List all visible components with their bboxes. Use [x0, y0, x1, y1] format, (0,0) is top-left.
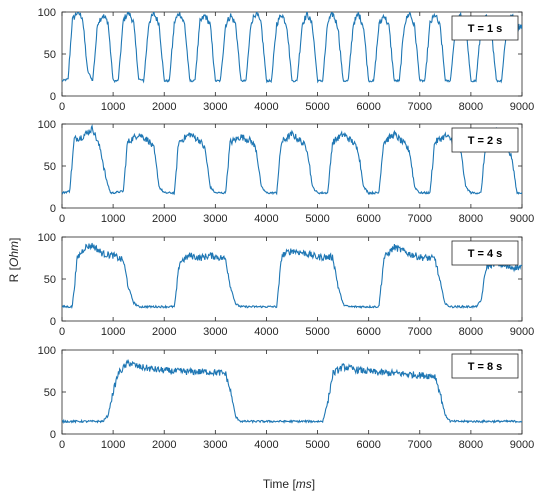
labels-layer: R [Ohm] Time [ms] — [7, 238, 315, 491]
x-tick-label: 4000 — [254, 213, 278, 225]
panel-label-box — [451, 127, 519, 153]
panel-2: 0 1000 2000 3000 4000 5000 6000 7000 8000 9000 0 50… — [38, 119, 535, 225]
x-tick-label: 2000 — [152, 101, 176, 113]
x-axis-label: Time [ms] — [263, 477, 315, 491]
x-tick-label: 4000 — [254, 101, 278, 113]
y-axis-label-text: R — [7, 273, 21, 282]
y-tick-label: 100 — [38, 119, 56, 131]
x-tick-label: 6000 — [356, 101, 380, 113]
panel-label-box — [451, 15, 519, 41]
x-tick-label: 6000 — [356, 439, 380, 451]
x-tick-label: 3000 — [203, 326, 227, 338]
x-tick-label: 8000 — [459, 439, 483, 451]
x-tick-label: 4000 — [254, 439, 278, 451]
panels-layer: 0 1000 2000 3000 4000 5000 6000 7000 8000 9000050… — [38, 7, 535, 451]
x-tick-label: 8000 — [459, 326, 483, 338]
x-tick-label: 7000 — [408, 326, 432, 338]
x-tick-label: 6000 — [356, 213, 380, 225]
x-tick-label: 0 — [59, 101, 65, 113]
y-tick-label: 100 — [38, 7, 56, 19]
y-axis-label-unit: Ohm — [7, 241, 21, 267]
y-tick-label: 0 — [50, 316, 56, 328]
x-tick-label: 3000 — [203, 213, 227, 225]
series-line — [62, 12, 522, 84]
x-tick-label: 9000 — [510, 101, 534, 113]
x-tick-label: 8000 — [459, 213, 483, 225]
x-tick-label: 3000 — [203, 101, 227, 113]
x-tick-label: 1000 — [101, 101, 125, 113]
panel-label: T = 1 s — [468, 23, 503, 35]
y-tick-label: 0 — [50, 429, 56, 441]
y-tick-label: 50 — [44, 274, 56, 286]
y-tick-label: 50 — [44, 387, 56, 399]
y-tick-label: 50 — [44, 161, 56, 173]
panel-3: 0 1000 2000 3000 4000 5000 6000 7000 8000 9000 0 50… — [38, 232, 535, 338]
x-tick-label: 5000 — [305, 101, 329, 113]
x-tick-label: 2000 — [152, 213, 176, 225]
x-tick-label: 7000 — [408, 101, 432, 113]
x-tick-label: 7000 — [408, 213, 432, 225]
series-line — [62, 242, 522, 310]
x-tick-label: 8000 — [459, 101, 483, 113]
y-axis-label: R [Ohm] — [7, 238, 21, 283]
panel-label: T = 4 s — [468, 248, 503, 260]
series-line — [62, 359, 522, 424]
y-tick-label: 100 — [38, 232, 56, 244]
x-axis-label-unit: ms — [296, 477, 312, 491]
x-tick-label: 2000 — [152, 326, 176, 338]
x-tick-label: 9000 — [510, 326, 534, 338]
y-tick-label: 0 — [50, 91, 56, 103]
y-tick-label: 50 — [44, 49, 56, 61]
x-axis-label-text: Time — [263, 477, 290, 491]
x-tick-label: 1000 — [101, 213, 125, 225]
x-tick-label: 6000 — [356, 326, 380, 338]
panel-4: 0 1000 2000 3000 4000 5000 6000 7000 8000 9000 0 50… — [38, 345, 535, 451]
x-tick-label: 0 — [59, 213, 65, 225]
y-tick-label: 0 — [50, 203, 56, 215]
x-tick-label: 0 — [59, 439, 65, 451]
x-tick-label: 1000 — [101, 439, 125, 451]
panel-label-box — [451, 353, 519, 379]
x-tick-label: 4000 — [254, 326, 278, 338]
x-tick-label: 9000 — [510, 439, 534, 451]
panel-label: T = 8 s — [468, 361, 503, 373]
x-tick-label: 5000 — [305, 213, 329, 225]
x-tick-label: 2000 — [152, 439, 176, 451]
panel-1: 0 1000 2000 3000 4000 5000 6000 7000 8000 9000 0 50… — [38, 7, 535, 113]
x-tick-label: 3000 — [203, 439, 227, 451]
x-tick-label: 0 — [59, 326, 65, 338]
x-tick-label: 9000 — [510, 213, 534, 225]
panel-label-box — [451, 240, 519, 266]
x-tick-label: 1000 — [101, 326, 125, 338]
x-tick-label: 5000 — [305, 326, 329, 338]
plot-frame — [61, 349, 523, 435]
series-line — [62, 124, 522, 196]
panel-label: T = 2 s — [468, 135, 503, 147]
x-tick-label: 5000 — [305, 439, 329, 451]
y-tick-label: 100 — [38, 345, 56, 357]
plot-frame — [61, 11, 523, 97]
x-tick-label: 7000 — [408, 439, 432, 451]
